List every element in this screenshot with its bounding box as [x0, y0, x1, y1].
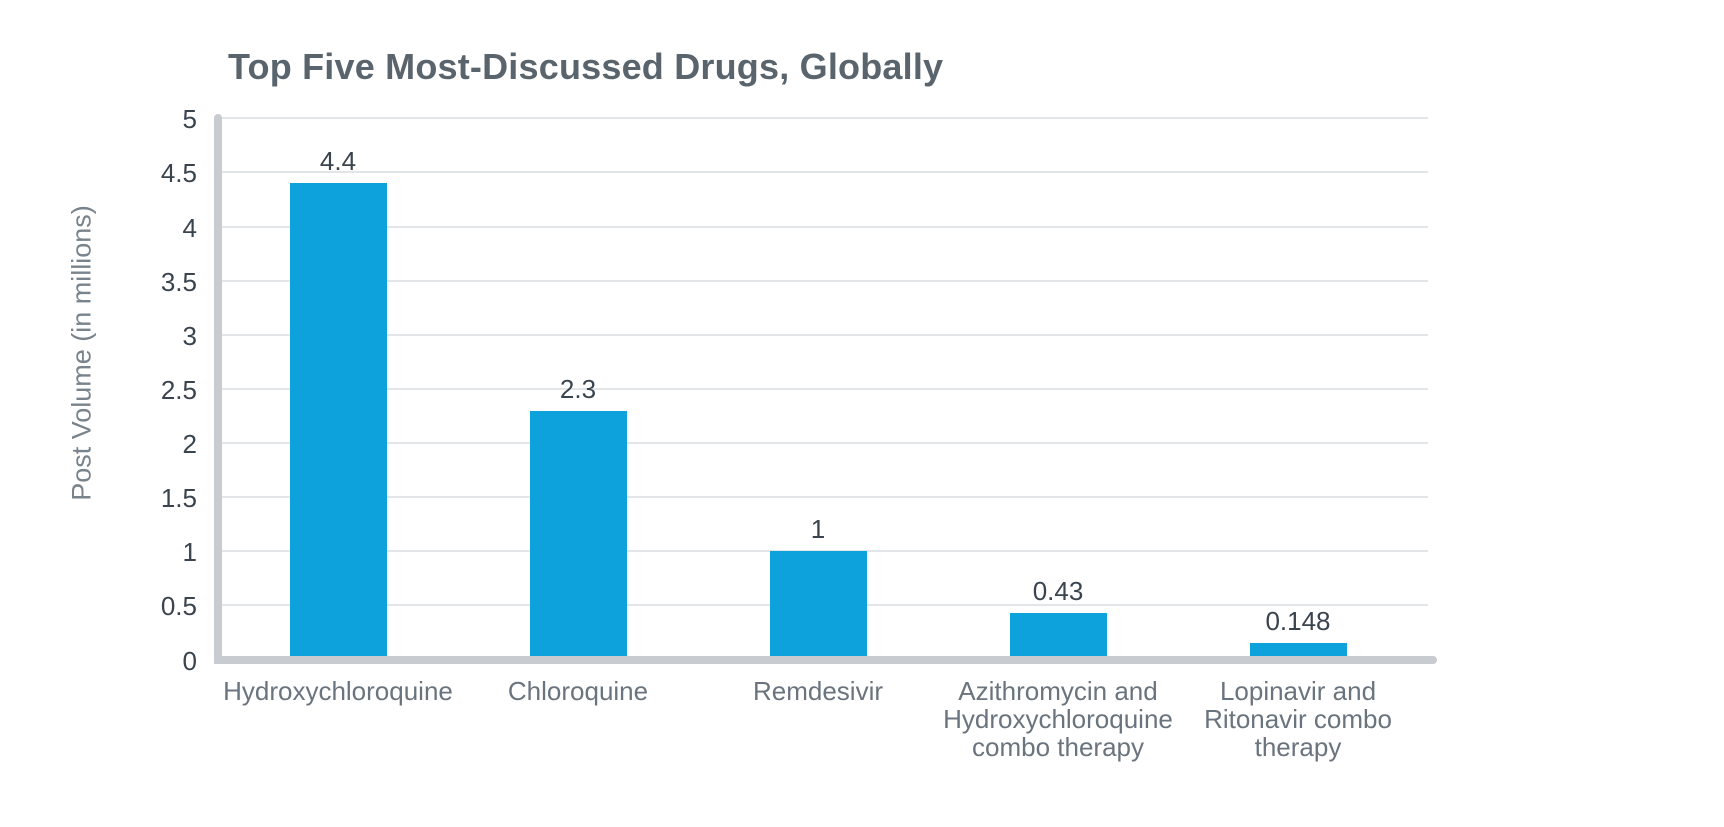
y-tick-label: 5 [182, 104, 197, 135]
x-category-label-line: Hydroxychloroquine [943, 704, 1173, 734]
bar-value-label: 0.148 [1265, 606, 1331, 637]
grid-line [222, 171, 1428, 174]
y-tick-label: 0 [182, 645, 197, 676]
bar [1009, 612, 1107, 656]
x-axis-line [214, 656, 1437, 664]
x-category-label-line: Ritonavir combo [1204, 704, 1392, 734]
x-category-label: Lopinavir and Ritonavir combo therapy [1158, 677, 1438, 761]
y-axis-title-text: Post Volume (in millions) [66, 205, 97, 501]
y-tick-label: 3.5 [160, 266, 197, 297]
grid-line [222, 279, 1428, 282]
x-category-label-line: Hydroxychloroquine [223, 676, 453, 706]
grid-line [222, 225, 1428, 228]
x-category-label: Chloroquine [438, 677, 718, 705]
bar-value-label: 4.4 [319, 146, 357, 177]
y-tick-label: 1 [182, 537, 197, 568]
bar-value-label: 0.43 [1032, 575, 1084, 606]
x-category-label: Hydroxychloroquine [198, 677, 478, 705]
x-category-label-line: combo therapy [972, 732, 1144, 762]
grid-line [222, 442, 1428, 444]
grid-line [222, 117, 1428, 120]
chart-title: Top Five Most-Discussed Drugs, Globally [228, 46, 944, 87]
grid-line [222, 387, 1428, 390]
bar-value-label: 1 [810, 514, 826, 545]
x-category-label-line: Chloroquine [507, 676, 649, 706]
bar [289, 183, 387, 656]
y-tick-label: 2 [182, 429, 197, 459]
y-tick-label: 4 [182, 212, 197, 243]
grid-line [222, 496, 1428, 499]
bar [529, 410, 627, 656]
bar-value-label: 2.3 [559, 373, 597, 404]
x-category-label-line: Remdesivir [752, 676, 884, 706]
bar [769, 551, 867, 656]
y-tick-label: 4.5 [160, 158, 197, 189]
grid-line [222, 333, 1428, 336]
bar [1249, 643, 1347, 656]
x-category-label: Azithromycin and Hydroxychloroquine combo … [918, 677, 1198, 761]
y-tick-label: 2.5 [160, 374, 197, 405]
y-tick-label: 0.5 [160, 591, 197, 622]
y-tick-label: 1.5 [160, 483, 197, 514]
y-axis-line [214, 114, 222, 664]
x-category-label: Remdesivir [678, 677, 958, 705]
x-category-label-line: therapy [1254, 732, 1342, 762]
x-category-label-line: Lopinavir and [1219, 676, 1377, 706]
y-tick-label: 3 [182, 320, 197, 351]
x-category-label-line: Azithromycin and [958, 676, 1158, 706]
